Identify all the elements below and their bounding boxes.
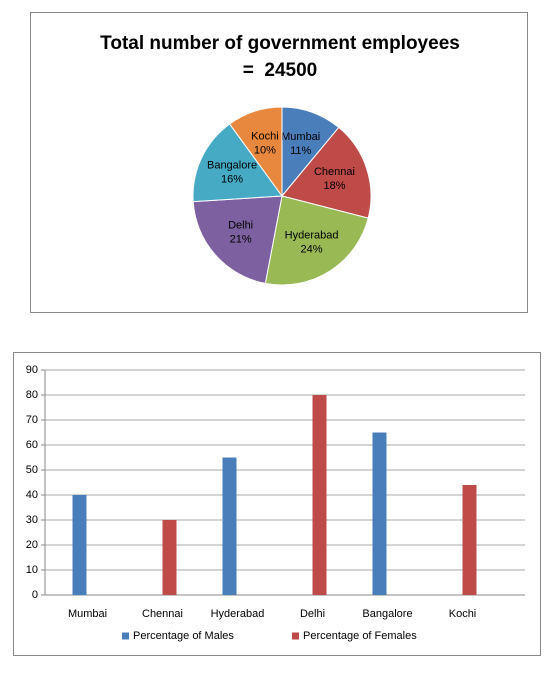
y-tick-label: 10	[26, 564, 38, 576]
pie-slice	[192, 123, 283, 203]
slice-label: Bangalore	[207, 159, 257, 171]
x-tick-label: Mumbai	[68, 608, 107, 620]
pie-slice	[264, 195, 369, 286]
bar	[372, 432, 387, 595]
pie-slice	[281, 126, 372, 219]
slice-label: Hyderabad	[285, 229, 339, 241]
slice-label: Kochi	[251, 130, 279, 142]
x-tick-label: Chennai	[142, 608, 183, 620]
bar-frame	[13, 352, 541, 656]
y-tick-label: 30	[26, 514, 38, 526]
pie-slice	[192, 195, 283, 285]
legend-label: Percentage of Males	[133, 630, 234, 642]
bar	[222, 457, 237, 595]
legend-swatch	[122, 632, 129, 640]
slice-value-label: 16%	[221, 173, 243, 185]
x-tick-label: Delhi	[300, 608, 325, 620]
slice-label: Chennai	[314, 166, 355, 178]
slice-value-label: 10%	[254, 144, 276, 156]
bar	[162, 520, 177, 595]
y-tick-label: 40	[26, 489, 38, 501]
bar	[72, 495, 87, 595]
legend-swatch	[292, 632, 299, 640]
slice-value-label: 11%	[290, 145, 311, 157]
slice-value-label: 18%	[323, 180, 345, 192]
slice-value-label: 21%	[230, 233, 252, 245]
pie-slice	[228, 106, 283, 198]
x-tick-label: Bangalore	[362, 608, 412, 620]
bar	[462, 485, 477, 595]
y-tick-label: 60	[26, 439, 38, 451]
legend-label: Percentage of Females	[303, 630, 417, 642]
chart-title: Total number of government employees = 2…	[100, 33, 471, 81]
y-tick-label: 80	[26, 389, 38, 401]
slice-label: Mumbai	[281, 131, 320, 143]
y-tick-label: 50	[26, 464, 38, 476]
x-tick-label: Kochi	[449, 608, 477, 620]
y-tick-label: 90	[26, 364, 38, 376]
bar	[312, 395, 327, 595]
y-tick-label: 70	[26, 414, 38, 426]
y-tick-label: 20	[26, 539, 38, 551]
slice-value-label: 24%	[301, 243, 323, 255]
x-tick-label: Hyderabad	[211, 608, 265, 620]
y-tick-label: 0	[32, 589, 38, 601]
slice-label: Delhi	[228, 219, 253, 231]
